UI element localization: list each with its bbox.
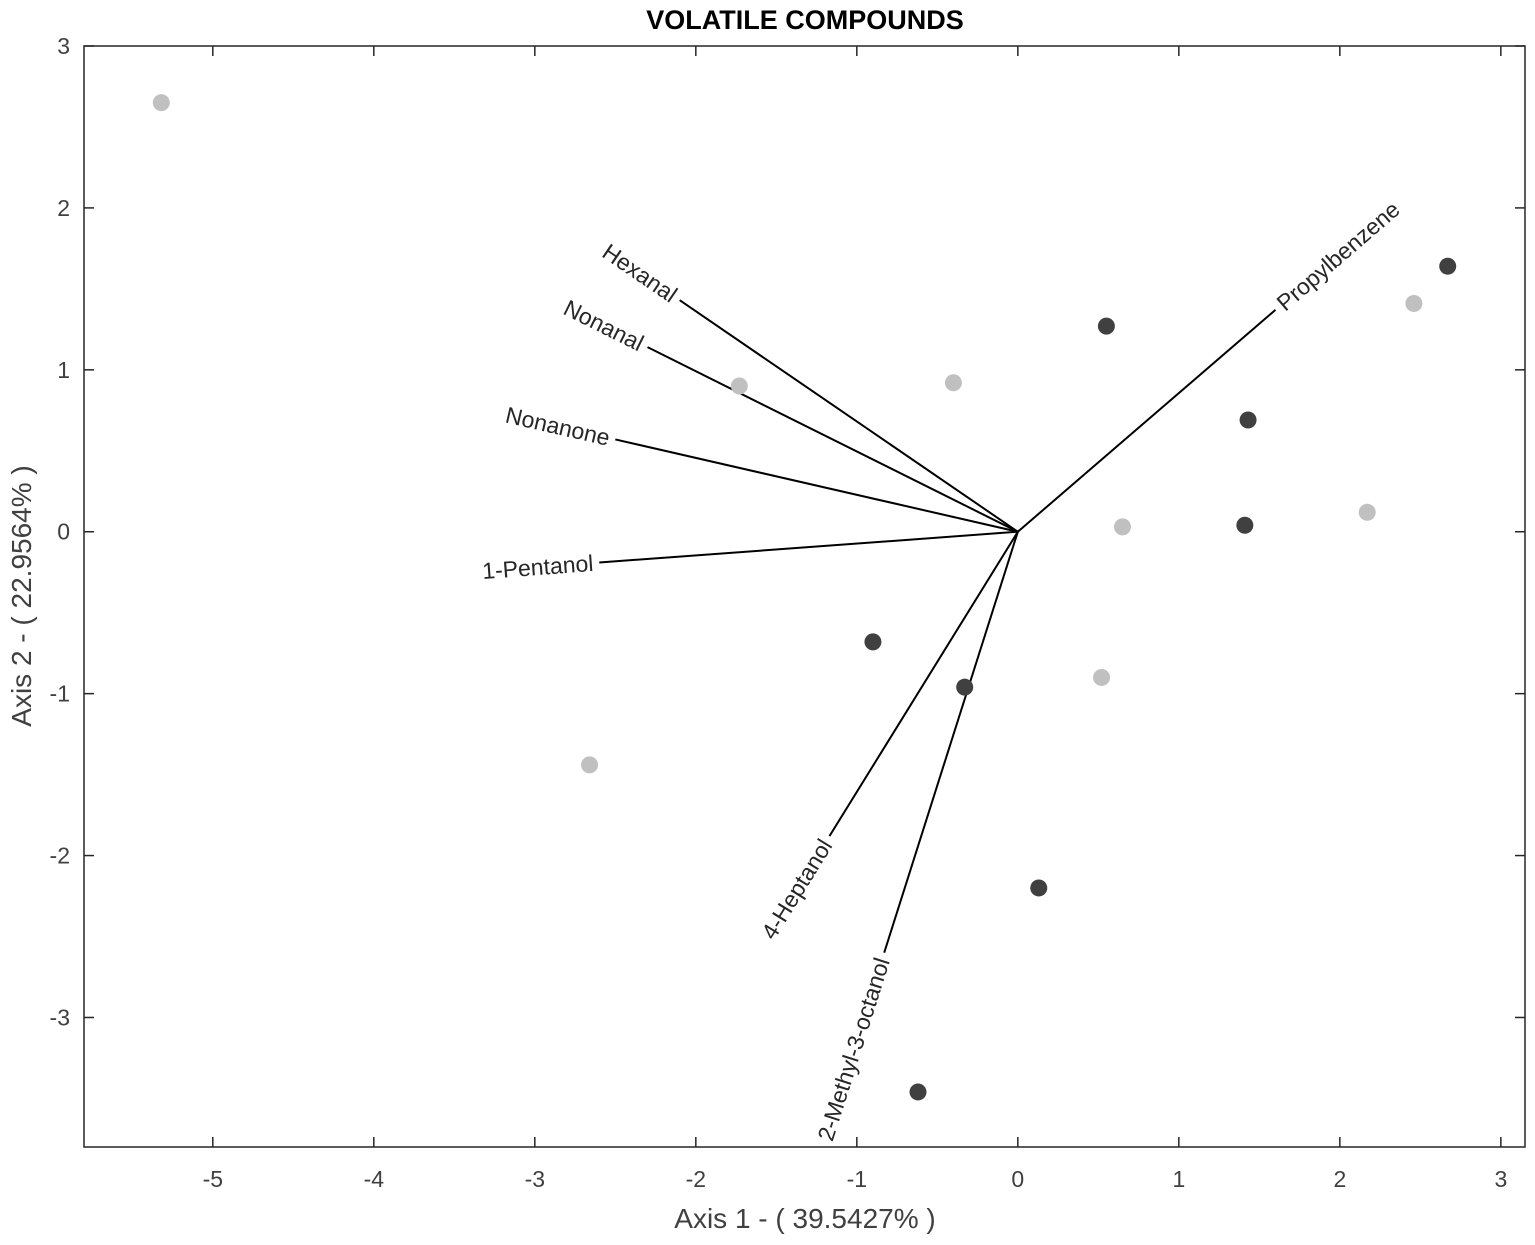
y-axis-ticks: -3 -2 -1 0 1 2 3 [50, 33, 1525, 1030]
score-point [730, 377, 748, 395]
plot-area [83, 45, 1526, 1148]
score-points [152, 94, 1457, 1101]
x-tick-label: -4 [364, 1166, 385, 1192]
y-tick-label: 2 [57, 195, 70, 221]
x-tick-label: 0 [1011, 1166, 1024, 1192]
loading-vector [828, 531, 1019, 837]
x-tick-label: 2 [1333, 1166, 1346, 1192]
x-axis-label: Axis 1 - ( 39.5427% ) [674, 1203, 935, 1234]
x-tick-label: -3 [525, 1166, 545, 1192]
x-axis-ticks: -5 -4 -3 -2 -1 0 1 2 3 [203, 46, 1507, 1192]
score-point [864, 633, 882, 651]
loading-vector [599, 530, 1018, 564]
x-tick-label: 3 [1494, 1166, 1507, 1192]
score-point [1439, 257, 1457, 275]
score-point [1358, 503, 1376, 521]
y-tick-label: 0 [57, 519, 70, 545]
x-tick-label: -2 [686, 1166, 706, 1192]
score-point [956, 678, 974, 696]
score-point [1093, 668, 1111, 686]
score-point [1030, 879, 1048, 897]
y-tick-label: -1 [50, 681, 70, 707]
score-point [581, 756, 599, 774]
x-tick-label: -5 [203, 1166, 223, 1192]
score-point [152, 94, 170, 112]
score-point [944, 374, 962, 392]
score-point [1097, 317, 1115, 335]
y-tick-label: -2 [50, 843, 70, 869]
y-tick-label: -3 [50, 1004, 70, 1030]
loading-vector [647, 346, 1019, 533]
score-point [1405, 294, 1423, 312]
x-tick-label: -1 [847, 1166, 867, 1192]
chart-title: VOLATILE COMPOUNDS [646, 5, 964, 35]
x-tick-label: 1 [1172, 1166, 1185, 1192]
loading-vector [1017, 309, 1277, 533]
score-point [1239, 411, 1257, 429]
y-axis-label: Axis 2 - ( 22.9564% ) [6, 465, 37, 726]
score-point [1236, 516, 1254, 534]
loading-vector [679, 299, 1019, 533]
score-point [1113, 518, 1131, 536]
y-tick-label: 3 [57, 33, 70, 59]
score-point [909, 1083, 927, 1101]
loading-vector [615, 438, 1019, 533]
y-tick-label: 1 [57, 357, 70, 383]
loading-vector [883, 531, 1019, 954]
